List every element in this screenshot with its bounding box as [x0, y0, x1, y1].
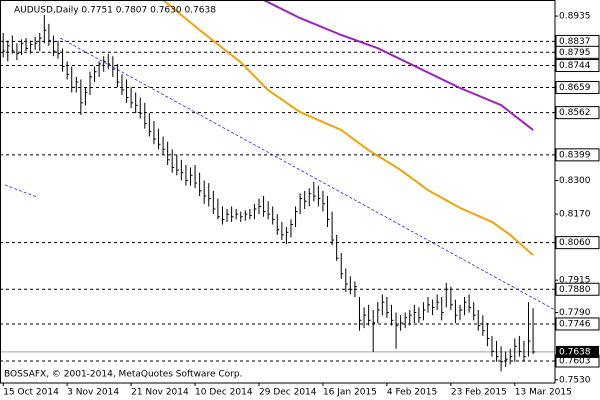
y-tick-label: 0.7790 [559, 308, 591, 318]
current-price-label: 0.7638 [559, 347, 591, 357]
x-tick-label: 21 Nov 2014 [131, 388, 189, 398]
level-label: 0.7880 [559, 285, 591, 295]
level-label: 0.7746 [559, 319, 591, 329]
level-label-box [555, 45, 600, 59]
x-tick-label: 10 Dec 2014 [195, 388, 253, 398]
y-tick-label: 0.8935 [559, 12, 591, 22]
x-tick-label: 29 Dec 2014 [259, 388, 317, 398]
level-label-box [555, 236, 600, 250]
level-label: 0.8562 [559, 108, 591, 118]
level-label-box [555, 106, 600, 120]
x-tick-label: 3 Nov 2014 [67, 388, 119, 398]
y-tick-label: 0.8300 [559, 176, 591, 186]
level-label-box [555, 81, 600, 95]
y-tick-label: 0.8170 [559, 210, 591, 220]
trendline [4, 184, 38, 198]
level-label: 0.8744 [559, 61, 591, 71]
level-label: 0.8399 [559, 150, 591, 160]
level-label: 0.8795 [559, 48, 591, 58]
level-label: 0.8659 [559, 83, 591, 93]
x-tick-label: 13 Mar 2015 [515, 388, 572, 398]
x-tick-label: 23 Feb 2015 [451, 388, 507, 398]
level-label-box [555, 317, 600, 331]
level-label-box [555, 59, 600, 73]
x-tick-label: 15 Oct 2014 [3, 388, 59, 398]
x-tick-label: 4 Feb 2015 [387, 388, 437, 398]
level-label: 0.8060 [559, 238, 591, 248]
level-label-box [555, 282, 600, 296]
moving-average [162, 0, 534, 256]
plot-frame [0, 0, 556, 384]
footer: BOSSAFX, © 2001-2014, MetaQuotes Softwar… [4, 370, 242, 380]
level-label-box [555, 148, 600, 162]
y-tick-label: 0.7915 [559, 276, 591, 286]
moving-average [263, 0, 534, 131]
chart-title: AUDUSD,Daily 0.7751 0.7807 0.7630 0.7638 [14, 6, 216, 16]
trendline [60, 37, 555, 311]
x-tick-label: 16 Jan 2015 [323, 388, 377, 398]
plot-area [0, 0, 555, 372]
level-label: 0.7603 [559, 356, 591, 366]
level-label: 0.8837 [559, 37, 591, 47]
current-price-box [556, 345, 599, 358]
y-tick-label: 0.7530 [559, 375, 591, 385]
